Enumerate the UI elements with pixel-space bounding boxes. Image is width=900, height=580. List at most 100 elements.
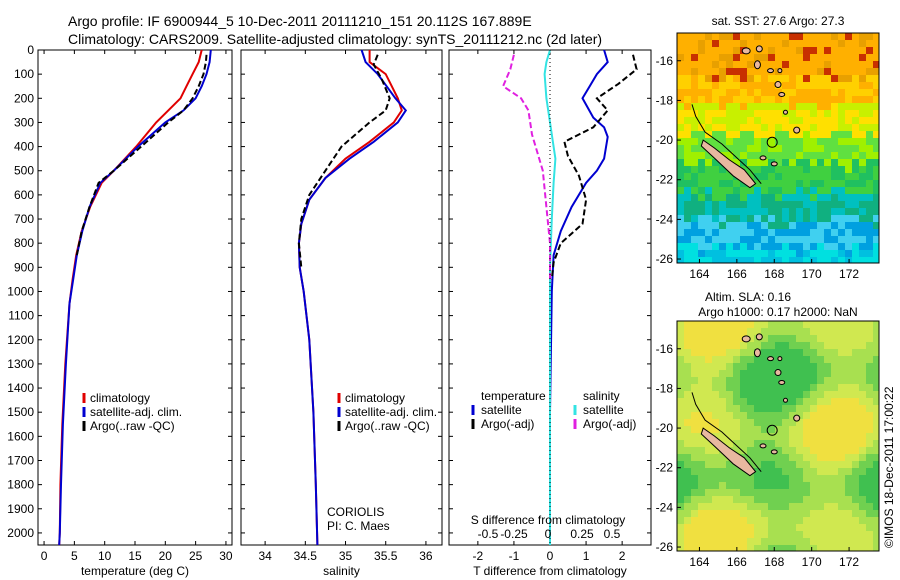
- heatmap-cell: [824, 384, 832, 392]
- heatmap-cell: [768, 131, 776, 139]
- heatmap-cell: [824, 257, 832, 264]
- heatmap-cell: [810, 159, 818, 167]
- heatmap-cell: [866, 517, 874, 525]
- heatmap-cell: [852, 440, 860, 448]
- heatmap-cell: [859, 377, 867, 385]
- heatmap-cell: [803, 335, 811, 343]
- heatmap-cell: [845, 152, 853, 160]
- heatmap-cell: [761, 328, 769, 336]
- heatmap-cell: [754, 356, 762, 364]
- heatmap-cell: [866, 243, 874, 251]
- heatmap-cell: [740, 250, 748, 258]
- heatmap-cell: [873, 321, 880, 329]
- heatmap-cell: [817, 222, 825, 230]
- new-caledonia-land: [700, 427, 757, 477]
- heatmap-cell: [838, 496, 846, 504]
- heatmap-cell: [831, 180, 839, 188]
- heatmap-cell: [789, 103, 797, 111]
- heatmap-cell: [789, 96, 797, 104]
- heatmap-cell: [817, 229, 825, 237]
- heatmap-cell: [866, 215, 874, 223]
- heatmap-cell: [719, 96, 727, 104]
- heatmap-cell: [761, 524, 769, 532]
- heatmap-cell: [796, 82, 804, 90]
- heatmap-cell: [789, 54, 797, 62]
- heatmap-cell: [817, 131, 825, 139]
- heatmap-cell: [747, 229, 755, 237]
- heatmap-cell: [691, 82, 699, 90]
- heatmap-cell: [873, 138, 880, 146]
- heatmap-cell: [754, 496, 762, 504]
- heatmap-cell: [719, 215, 727, 223]
- heatmap-cell: [747, 82, 755, 90]
- x-tick-label: -2: [473, 549, 484, 563]
- heatmap-cell: [873, 405, 880, 413]
- heatmap-cell: [824, 243, 832, 251]
- heatmap-cell: [796, 482, 804, 490]
- heatmap-cell: [768, 433, 776, 441]
- heatmap-cell: [705, 61, 713, 69]
- legend-label: satellite: [481, 403, 522, 417]
- heatmap-cell: [803, 496, 811, 504]
- heatmap-cell: [789, 363, 797, 371]
- heatmap-cell: [747, 257, 755, 264]
- heatmap-cell: [684, 145, 692, 153]
- heatmap-cell: [866, 61, 874, 69]
- heatmap-cell: [796, 124, 804, 132]
- y-tick-label: 1000: [7, 284, 34, 298]
- heatmap-cell: [726, 531, 734, 539]
- heatmap-cell: [705, 229, 713, 237]
- heatmap-cell: [831, 419, 839, 427]
- heatmap-cell: [740, 54, 748, 62]
- heatmap-cell: [866, 531, 874, 539]
- heatmap-cell: [824, 405, 832, 413]
- heatmap-cell: [726, 61, 734, 69]
- heatmap-cell: [852, 538, 860, 546]
- heatmap-cell: [789, 152, 797, 160]
- heatmap-cell: [859, 61, 867, 69]
- legend-heading: salinity: [583, 389, 620, 403]
- heatmap-cell: [677, 229, 685, 237]
- y-tick-label: 1600: [7, 429, 34, 443]
- heatmap-cell: [684, 75, 692, 83]
- heatmap-cell: [705, 349, 713, 357]
- heatmap-cell: [810, 461, 818, 469]
- heatmap-cell: [684, 103, 692, 111]
- heatmap-cell: [705, 426, 713, 434]
- heatmap-cell: [712, 131, 720, 139]
- heatmap-cell: [859, 538, 867, 546]
- heatmap-cell: [817, 475, 825, 483]
- heatmap-cell: [712, 377, 720, 385]
- heatmap-cell: [761, 257, 769, 264]
- heatmap-cell: [747, 145, 755, 153]
- heatmap-cell: [754, 510, 762, 518]
- heatmap-cell: [768, 40, 776, 48]
- heatmap-cell: [803, 194, 811, 202]
- heatmap-cell: [866, 89, 874, 97]
- heatmap-cell: [859, 68, 867, 76]
- heatmap-cell: [831, 468, 839, 476]
- heatmap-cell: [817, 68, 825, 76]
- heatmap-cell: [705, 377, 713, 385]
- heatmap-cell: [677, 398, 685, 406]
- heatmap-cell: [866, 349, 874, 357]
- heatmap-cell: [845, 173, 853, 181]
- heatmap-cell: [691, 47, 699, 55]
- heatmap-cell: [824, 250, 832, 258]
- heatmap-cell: [754, 531, 762, 539]
- heatmap-cell: [803, 257, 811, 264]
- heatmap-cell: [824, 96, 832, 104]
- heatmap-cell: [677, 82, 685, 90]
- heatmap-cell: [845, 538, 853, 546]
- map-title: Altim. SLA: 0.16: [705, 290, 791, 304]
- heatmap-cell: [810, 243, 818, 251]
- heatmap-cell: [803, 538, 811, 546]
- heatmap-cell: [768, 229, 776, 237]
- heatmap-cell: [719, 229, 727, 237]
- heatmap-cell: [691, 440, 699, 448]
- heatmap-cell: [838, 328, 846, 336]
- x-tick-label: 170: [802, 555, 822, 569]
- heatmap-cell: [817, 454, 825, 462]
- heatmap-cell: [859, 236, 867, 244]
